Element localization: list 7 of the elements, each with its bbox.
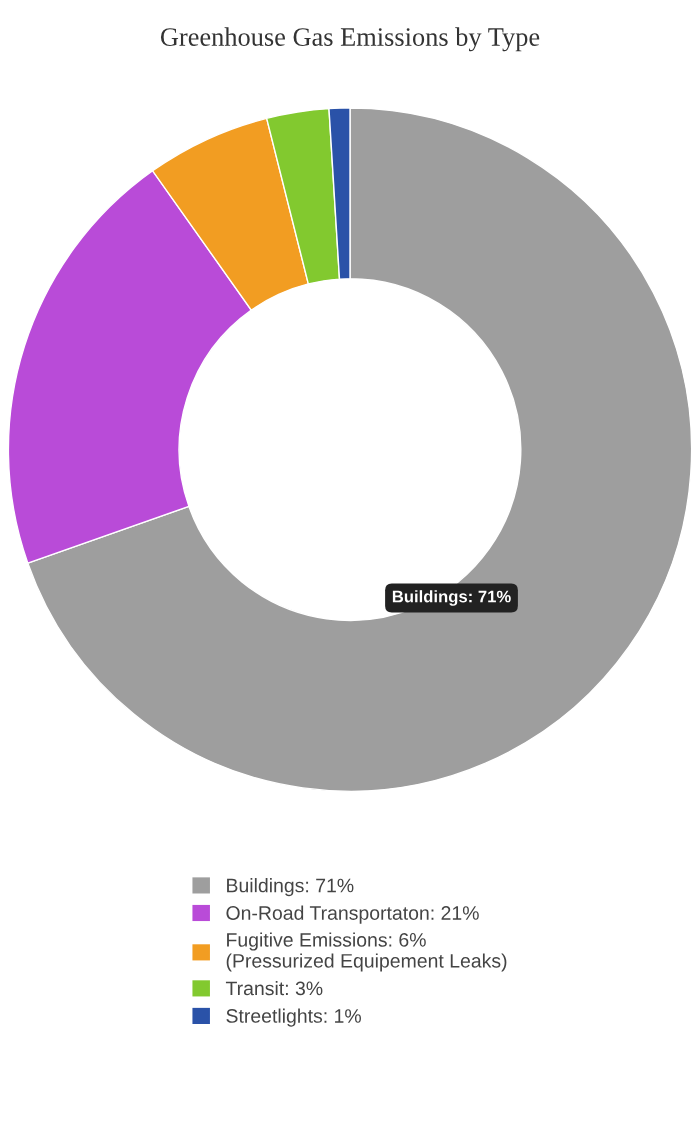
legend-label: Transit: 3% (225, 980, 323, 996)
text: Buildings: 71% (392, 590, 511, 606)
chart-title: Greenhouse Gas Emissions by Type (160, 27, 540, 52)
legend-label: Buildings: 71% (227, 878, 354, 897)
legend-label: Streetlights: 1% (226, 1008, 361, 1027)
legend-label: On-Road Transportaton: 21% (226, 905, 479, 924)
legend-label: Fugitive Emissions: 6% (Pressurized Equipement Leaks) (226, 932, 507, 972)
